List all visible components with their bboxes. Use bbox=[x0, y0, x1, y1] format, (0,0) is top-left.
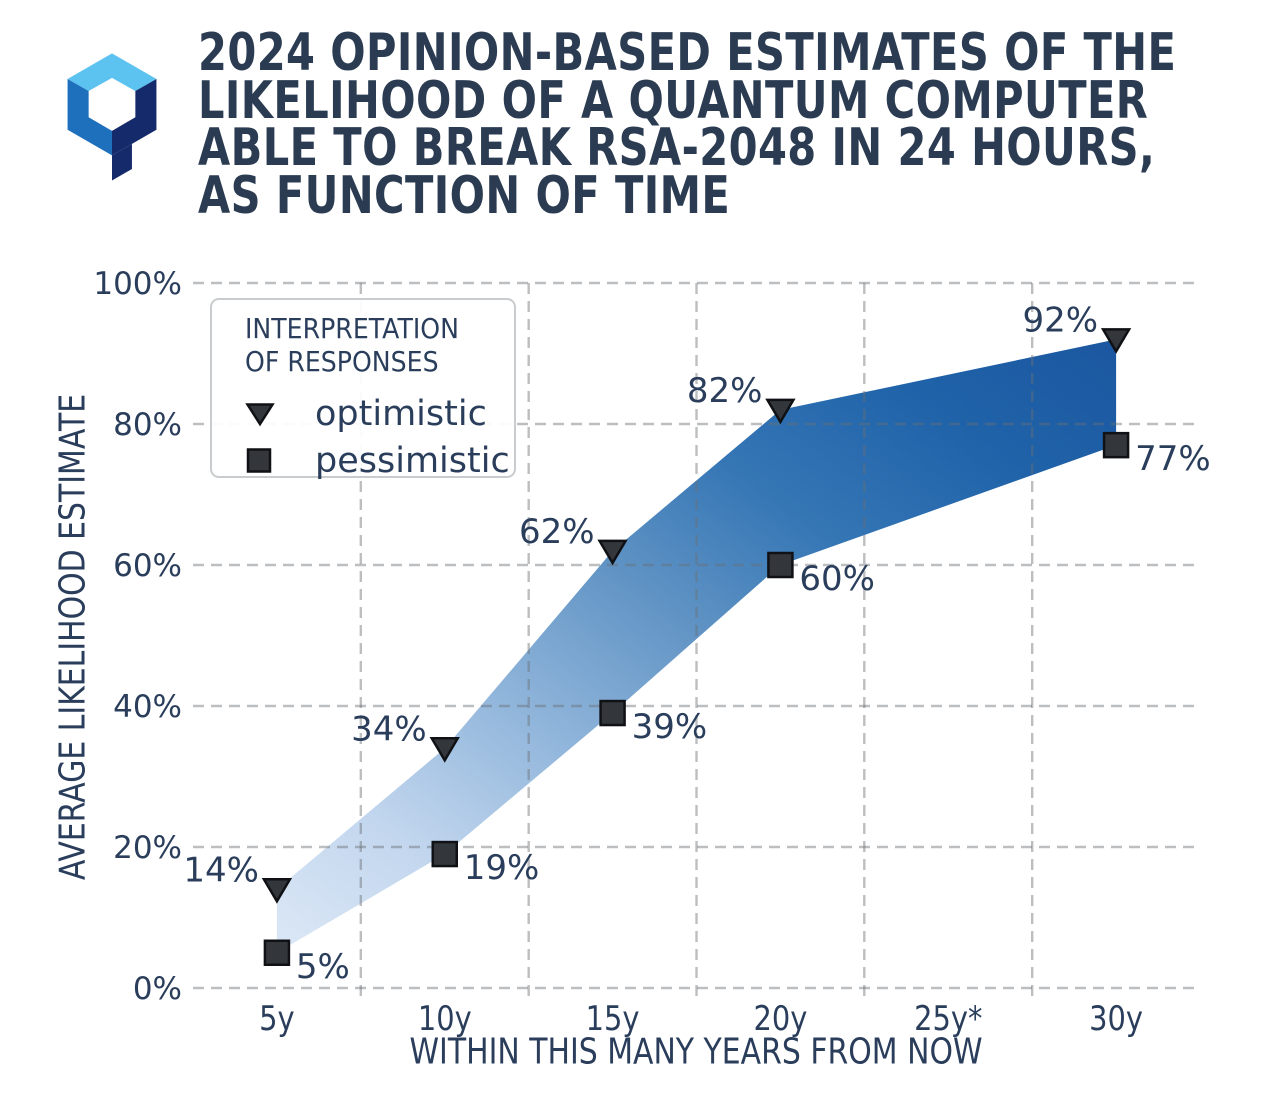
legend-title-line-1: INTERPRETATION bbox=[245, 312, 459, 345]
square-marker bbox=[263, 939, 291, 966]
triangle-down-marker bbox=[1100, 328, 1132, 354]
estimate-band bbox=[276, 339, 1117, 953]
y-tick-label: 80% bbox=[113, 407, 182, 443]
x-tick-label: 10y bbox=[418, 1000, 472, 1039]
square-marker bbox=[767, 551, 794, 579]
y-tick-label: 20% bbox=[113, 830, 182, 866]
chart-title-line-2: LIKELIHOOD OF A QUANTUM COMPUTER bbox=[198, 70, 1149, 131]
logo-right-face bbox=[112, 79, 157, 156]
data-label: 92% bbox=[1023, 300, 1099, 340]
chart-title-line-1: 2024 OPINION-BASED ESTIMATES OF THE bbox=[198, 23, 1177, 83]
chart-title-line-4: AS FUNCTION OF TIME bbox=[198, 165, 731, 226]
data-label: 82% bbox=[687, 371, 763, 411]
data-label: 77% bbox=[1135, 439, 1211, 479]
y-tick-label: 60% bbox=[113, 548, 182, 584]
legend-label-pessimistic: pessimistic bbox=[315, 440, 510, 481]
y-tick-label: 0% bbox=[133, 971, 182, 1007]
legend-label-optimistic: optimistic bbox=[315, 393, 487, 434]
square-marker bbox=[599, 699, 626, 727]
square-marker bbox=[1102, 431, 1130, 459]
data-label: 5% bbox=[296, 947, 350, 987]
triangle-down-marker bbox=[261, 878, 293, 904]
y-tick-label: 100% bbox=[93, 266, 182, 302]
y-tick-labels: 0% 20% 40% 60% 80% 100% bbox=[93, 266, 182, 1007]
legend: INTERPRETATION OF RESPONSES optimistic p… bbox=[210, 298, 516, 481]
data-label: 60% bbox=[799, 559, 875, 599]
y-axis-title: AVERAGE LIKELIHOOD ESTIMATE bbox=[52, 393, 94, 881]
x-tick-label: 30y bbox=[1089, 1000, 1143, 1039]
data-label: 39% bbox=[632, 707, 708, 747]
y-tick-label: 40% bbox=[113, 689, 182, 725]
legend-items: optimistic pessimistic bbox=[245, 390, 514, 484]
data-label: 19% bbox=[464, 848, 540, 888]
legend-title-line-2: OF RESPONSES bbox=[245, 345, 439, 378]
x-tick-label: 15y bbox=[586, 1000, 640, 1039]
legend-item-optimistic: optimistic bbox=[245, 390, 514, 437]
x-tick-labels: 5y 10y 15y 20y 25y* 30y bbox=[259, 1000, 1143, 1039]
data-label: 62% bbox=[519, 512, 595, 552]
chart-title-line-3: ABLE TO BREAK RSA-2048 IN 24 HOURS, bbox=[198, 118, 1156, 178]
triangle-down-marker bbox=[429, 737, 460, 763]
optimistic-series: 14% 34% 62% 82% 92% bbox=[183, 300, 1132, 904]
pessimistic-series: 5% 19% 39% 60% 77% bbox=[263, 431, 1211, 987]
x-tick-label: 25y* bbox=[914, 1000, 982, 1039]
logo-top-face bbox=[67, 53, 157, 92]
square-marker bbox=[431, 840, 458, 868]
logo-q-tail bbox=[112, 143, 132, 181]
triangle-down-marker bbox=[765, 398, 796, 425]
data-label: 34% bbox=[351, 709, 427, 749]
triangle-down-icon bbox=[245, 403, 275, 427]
hexagon-q-logo bbox=[67, 53, 157, 181]
x-tick-label: 20y bbox=[753, 1000, 807, 1039]
triangle-down-marker bbox=[597, 539, 628, 566]
logo-left-face bbox=[67, 79, 112, 156]
square-icon bbox=[246, 448, 272, 473]
data-label: 14% bbox=[183, 850, 259, 890]
legend-item-pessimistic: pessimistic bbox=[245, 437, 514, 484]
x-tick-label: 5y bbox=[259, 1000, 294, 1039]
chart-title: 2024 OPINION-BASED ESTIMATES OF THE LIKE… bbox=[198, 23, 1280, 226]
x-axis-title: WITHIN THIS MANY YEARS FROM NOW bbox=[409, 1031, 983, 1073]
